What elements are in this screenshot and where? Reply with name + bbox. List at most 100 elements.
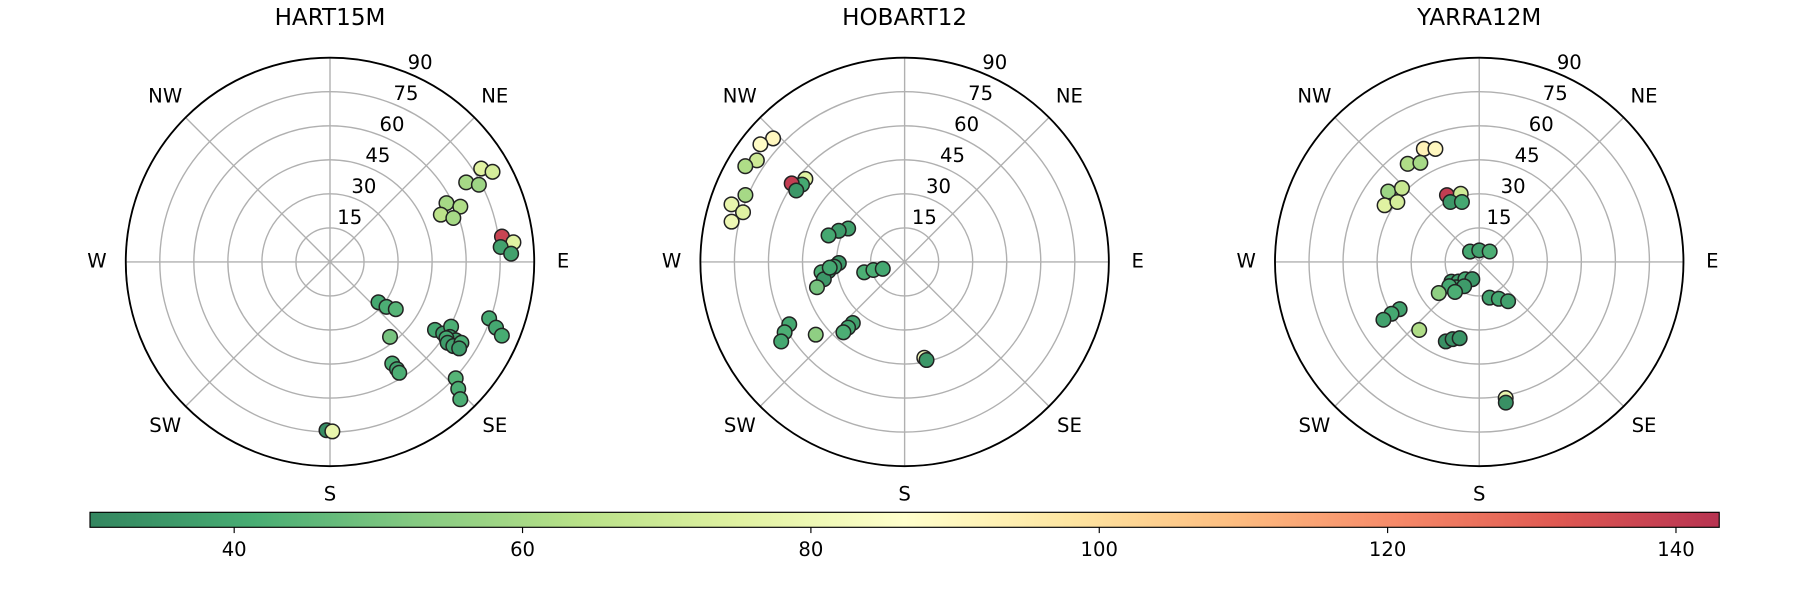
point xyxy=(452,391,469,408)
theta-tick-label: NW xyxy=(1297,85,1331,108)
r-tick-label: 75 xyxy=(394,82,419,105)
point xyxy=(1375,311,1392,328)
point xyxy=(788,182,805,199)
point xyxy=(1427,140,1444,157)
point xyxy=(1430,285,1447,302)
spoke xyxy=(185,261,331,407)
point xyxy=(324,423,341,440)
point xyxy=(735,204,752,221)
spoke xyxy=(759,117,906,263)
spoke xyxy=(1478,261,1625,407)
theta-tick-label: NW xyxy=(723,85,757,108)
point xyxy=(1389,193,1406,211)
point xyxy=(452,198,469,215)
point xyxy=(807,326,824,343)
theta-tick-label: SW xyxy=(724,414,756,437)
theta-tick-label: SW xyxy=(149,414,181,437)
theta-tick-label: E xyxy=(1706,249,1718,272)
point xyxy=(723,213,740,230)
spoke xyxy=(759,261,906,407)
point xyxy=(1481,243,1498,260)
theta-tick-label: S xyxy=(1473,483,1485,506)
r-tick-label: 15 xyxy=(912,206,937,229)
point xyxy=(381,328,399,345)
r-tick-label: 60 xyxy=(954,113,979,136)
point xyxy=(874,260,891,277)
point xyxy=(752,136,769,153)
point xyxy=(737,186,754,204)
point xyxy=(821,259,838,276)
theta-tick-label: NW xyxy=(148,85,182,108)
point xyxy=(1453,193,1470,210)
polar-frame xyxy=(699,56,1110,468)
point xyxy=(451,340,468,357)
theta-tick-label: SE xyxy=(1632,414,1657,437)
point xyxy=(391,364,408,381)
theta-tick-label: NE xyxy=(1056,85,1083,108)
point xyxy=(1500,293,1517,310)
r-tick-label: 90 xyxy=(982,51,1007,74)
point xyxy=(1411,321,1428,339)
spoke xyxy=(904,117,1050,263)
r-tick-label: 45 xyxy=(1515,144,1540,167)
point xyxy=(773,333,790,350)
r-tick-label: 60 xyxy=(1529,113,1554,136)
r-tick-label: 30 xyxy=(1501,175,1526,198)
point xyxy=(737,158,754,175)
colorbar-tick-label: 80 xyxy=(798,538,823,561)
theta-tick-label: E xyxy=(557,249,569,272)
chart-title: HART15M xyxy=(275,5,386,31)
colorbar-tick-label: 40 xyxy=(222,538,247,561)
theta-tick-label: W xyxy=(1236,249,1255,272)
point xyxy=(493,327,510,344)
theta-tick-label: E xyxy=(1131,249,1143,272)
polar-frame xyxy=(1274,56,1685,468)
colorbar-tick-label: 100 xyxy=(1081,538,1118,561)
r-tick-label: 45 xyxy=(365,144,390,167)
r-tick-label: 30 xyxy=(351,175,376,198)
theta-tick-label: NE xyxy=(1631,85,1658,108)
r-tick-label: 75 xyxy=(968,82,993,105)
point xyxy=(808,279,825,296)
theta-tick-label: SW xyxy=(1298,414,1330,437)
r-tick-label: 60 xyxy=(379,113,404,136)
theta-tick-label: W xyxy=(87,249,106,272)
r-tick-label: 15 xyxy=(337,206,362,229)
theta-tick-label: SE xyxy=(1057,414,1082,437)
r-tick-label: 15 xyxy=(1487,206,1512,229)
r-tick-label: 90 xyxy=(408,51,433,74)
point xyxy=(445,209,462,227)
polar-frame xyxy=(124,56,536,468)
point xyxy=(484,163,501,180)
point xyxy=(820,227,837,244)
theta-tick-label: NE xyxy=(481,85,508,108)
chart-title: YARRA12M xyxy=(1416,5,1541,31)
point xyxy=(470,176,487,193)
r-tick-label: 45 xyxy=(940,144,965,167)
point xyxy=(835,324,852,341)
theta-tick-label: S xyxy=(898,483,910,506)
point xyxy=(1446,283,1464,300)
theta-tick-label: SE xyxy=(482,414,507,437)
point xyxy=(503,245,520,262)
r-tick-label: 30 xyxy=(926,175,951,198)
point xyxy=(723,196,740,213)
spoke xyxy=(329,117,475,263)
theta-tick-label: W xyxy=(662,249,681,272)
point xyxy=(387,301,404,318)
r-tick-label: 75 xyxy=(1543,82,1568,105)
colorbar-tick-label: 140 xyxy=(1657,538,1694,561)
point xyxy=(1412,154,1429,171)
spoke xyxy=(1478,117,1625,263)
theta-tick-label: S xyxy=(324,483,336,506)
point xyxy=(1497,394,1514,411)
r-tick-label: 90 xyxy=(1557,51,1582,74)
point xyxy=(1451,330,1468,347)
colorbar-tick-label: 60 xyxy=(510,538,535,561)
chart-title: HOBART12 xyxy=(842,5,967,31)
colorbar xyxy=(89,511,1720,528)
spoke xyxy=(185,117,331,263)
point xyxy=(1393,180,1410,197)
spoke xyxy=(904,261,1050,407)
